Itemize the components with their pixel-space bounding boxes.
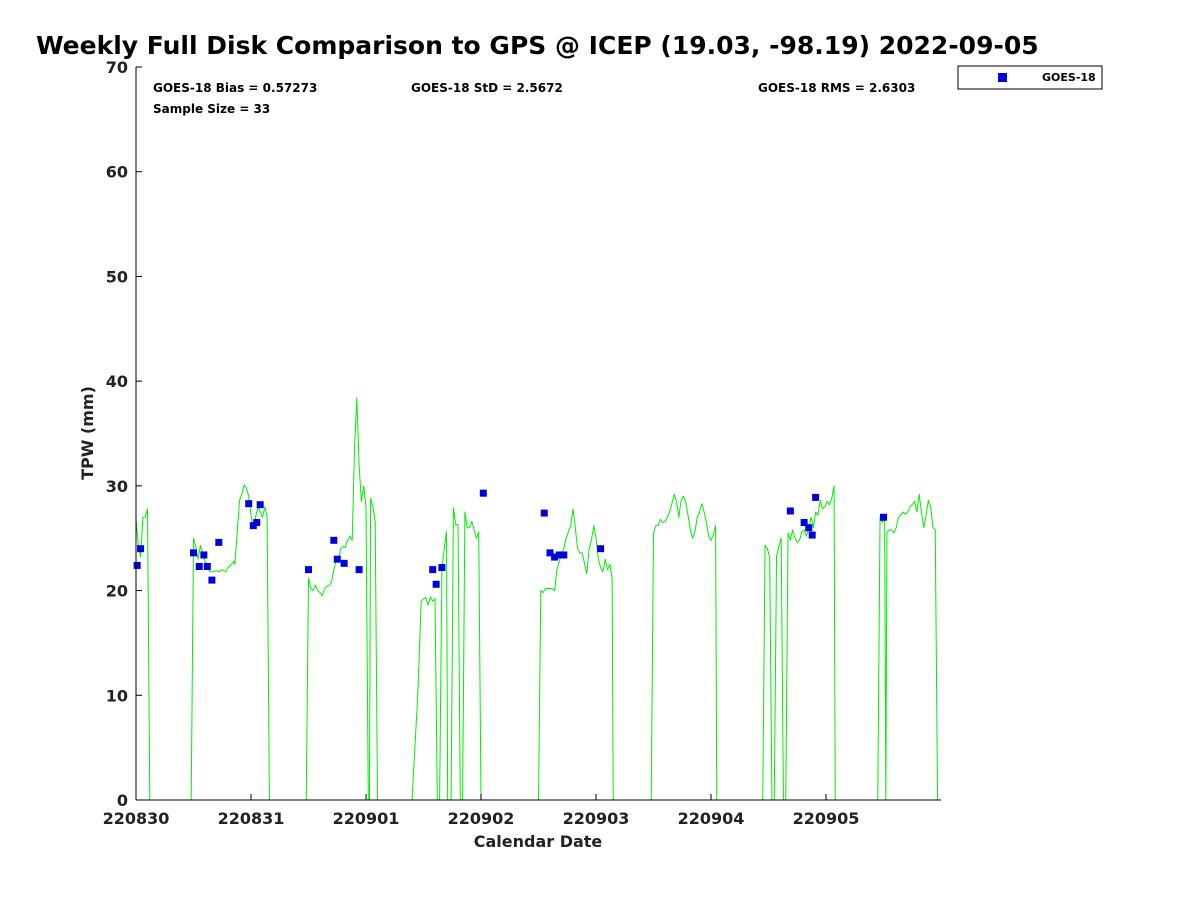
goes18-point-32: [880, 513, 887, 521]
goes18-point-16: [355, 566, 363, 574]
std-stat: GOES-18 StD = 2.5672: [411, 81, 563, 95]
goes18-point-0: [133, 561, 141, 569]
y-tick-label-4: 40: [106, 372, 128, 391]
x-tick-label-4: 220903: [563, 809, 630, 828]
y-tick-label-2: 20: [106, 582, 128, 601]
rms-stat: GOES-18 RMS = 2.6303: [758, 81, 915, 95]
goes18-point-13: [330, 536, 338, 544]
goes18-point-30: [808, 531, 816, 539]
plot-area: [136, 67, 941, 800]
legend-marker-goes18: [998, 73, 1007, 82]
x-tick-label-3: 220902: [448, 809, 515, 828]
goes18-point-25: [560, 551, 568, 559]
goes18-point-24: [555, 551, 563, 559]
x-tick-label-0: 220830: [103, 809, 170, 828]
y-tick-label-0: 0: [117, 791, 128, 810]
x-tick-label-1: 220831: [218, 809, 285, 828]
goes18-point-11: [256, 501, 264, 509]
goes18-point-31: [812, 493, 820, 501]
x-tick-label-6: 220905: [793, 809, 860, 828]
goes18-point-7: [215, 538, 223, 546]
goes18-point-29: [805, 524, 813, 532]
bias-stat: GOES-18 Bias = 0.57273: [153, 81, 317, 95]
y-axis-label: TPW (mm): [78, 386, 97, 480]
y-tick-label-1: 10: [106, 686, 128, 705]
x-tick-label-5: 220904: [678, 809, 745, 828]
goes18-point-15: [340, 559, 348, 567]
y-tick-label-3: 30: [106, 477, 128, 496]
goes18-point-28: [800, 519, 808, 527]
y-axis-ticks: 0 10 20 30 40 50 60 70: [106, 58, 142, 810]
chart-title: Weekly Full Disk Comparison to GPS @ ICE…: [36, 31, 1039, 60]
gps-series-layer: [135, 397, 939, 801]
goes18-point-5: [203, 562, 211, 570]
y-tick-label-7: 70: [106, 58, 128, 77]
goes18-point-26: [597, 545, 605, 553]
goes18-point-19: [438, 564, 446, 572]
goes18-point-4: [200, 551, 208, 559]
legend-label-goes18: GOES-18: [1042, 71, 1096, 84]
goes18-point-14: [333, 555, 341, 563]
goes18-point-3: [195, 562, 203, 570]
goes18-point-20: [479, 489, 487, 497]
goes18-point-22: [546, 549, 554, 557]
goes18-point-17: [429, 566, 437, 574]
goes18-point-6: [208, 576, 216, 584]
sample-size-stat: Sample Size = 33: [153, 102, 270, 116]
goes18-point-21: [540, 509, 548, 517]
y-tick-label-5: 50: [106, 267, 128, 286]
gps-tpw-line: [135, 397, 939, 801]
x-axis-label: Calendar Date: [474, 832, 603, 851]
y-tick-label-6: 60: [106, 163, 128, 182]
legend: GOES-18: [957, 65, 1103, 90]
goes18-point-8: [245, 500, 253, 508]
x-axis-ticks: 220830 220831 220901 220902 220903 220904 2209…: [103, 794, 860, 828]
x-tick-label-2: 220901: [333, 809, 400, 828]
goes18-point-18: [432, 580, 440, 588]
legend-box: [957, 65, 1103, 90]
goes18-point-1: [137, 545, 145, 553]
goes18-point-12: [305, 566, 312, 574]
goes18-point-2: [190, 549, 197, 557]
goes18-point-10: [253, 519, 261, 527]
goes18-marker-layer: [133, 489, 887, 588]
goes18-point-27: [786, 507, 794, 515]
goes18-point-23: [551, 553, 559, 561]
